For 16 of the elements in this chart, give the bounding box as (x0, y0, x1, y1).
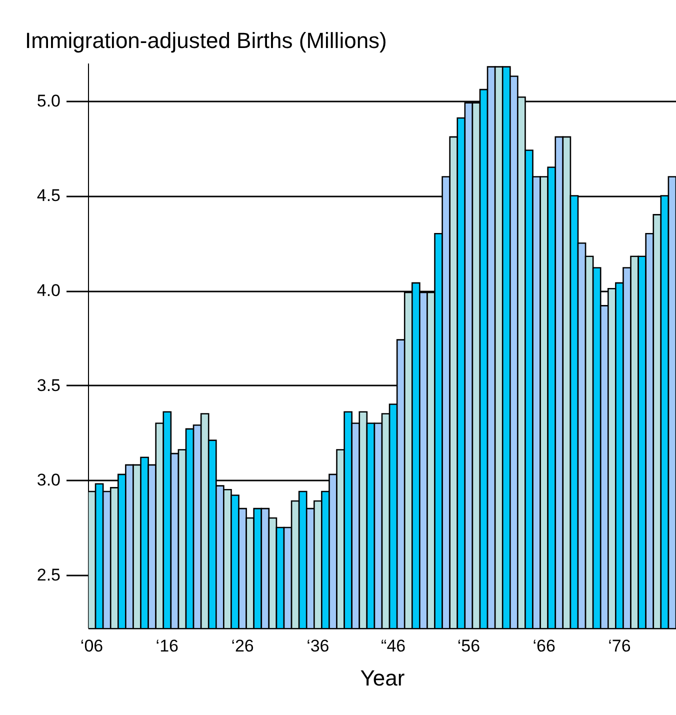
y-tick-label: 4.5 (36, 186, 60, 206)
y-tick-label: 3.5 (36, 376, 60, 395)
x-axis-title: Year (360, 666, 405, 690)
chart-title: Immigration-adjusted Births (Millions) (25, 28, 387, 53)
x-tick-label: ‘36 (306, 636, 330, 656)
x-tick-label: ‘56 (457, 636, 480, 656)
y-tick-label: 3.0 (36, 470, 60, 490)
y-tick-label: 2.5 (36, 565, 60, 584)
x-tick-label: ‘26 (231, 636, 254, 656)
x-tick-label: ‘66 (532, 636, 556, 656)
y-tick-label: 4.0 (36, 281, 60, 300)
y-tick-label: 5.0 (36, 91, 60, 110)
x-tick-label: ‘76 (608, 636, 631, 656)
x-tick-label: ‘16 (156, 636, 178, 656)
x-tick-label: “46 (381, 636, 406, 656)
x-tick-label: ‘06 (80, 636, 104, 656)
